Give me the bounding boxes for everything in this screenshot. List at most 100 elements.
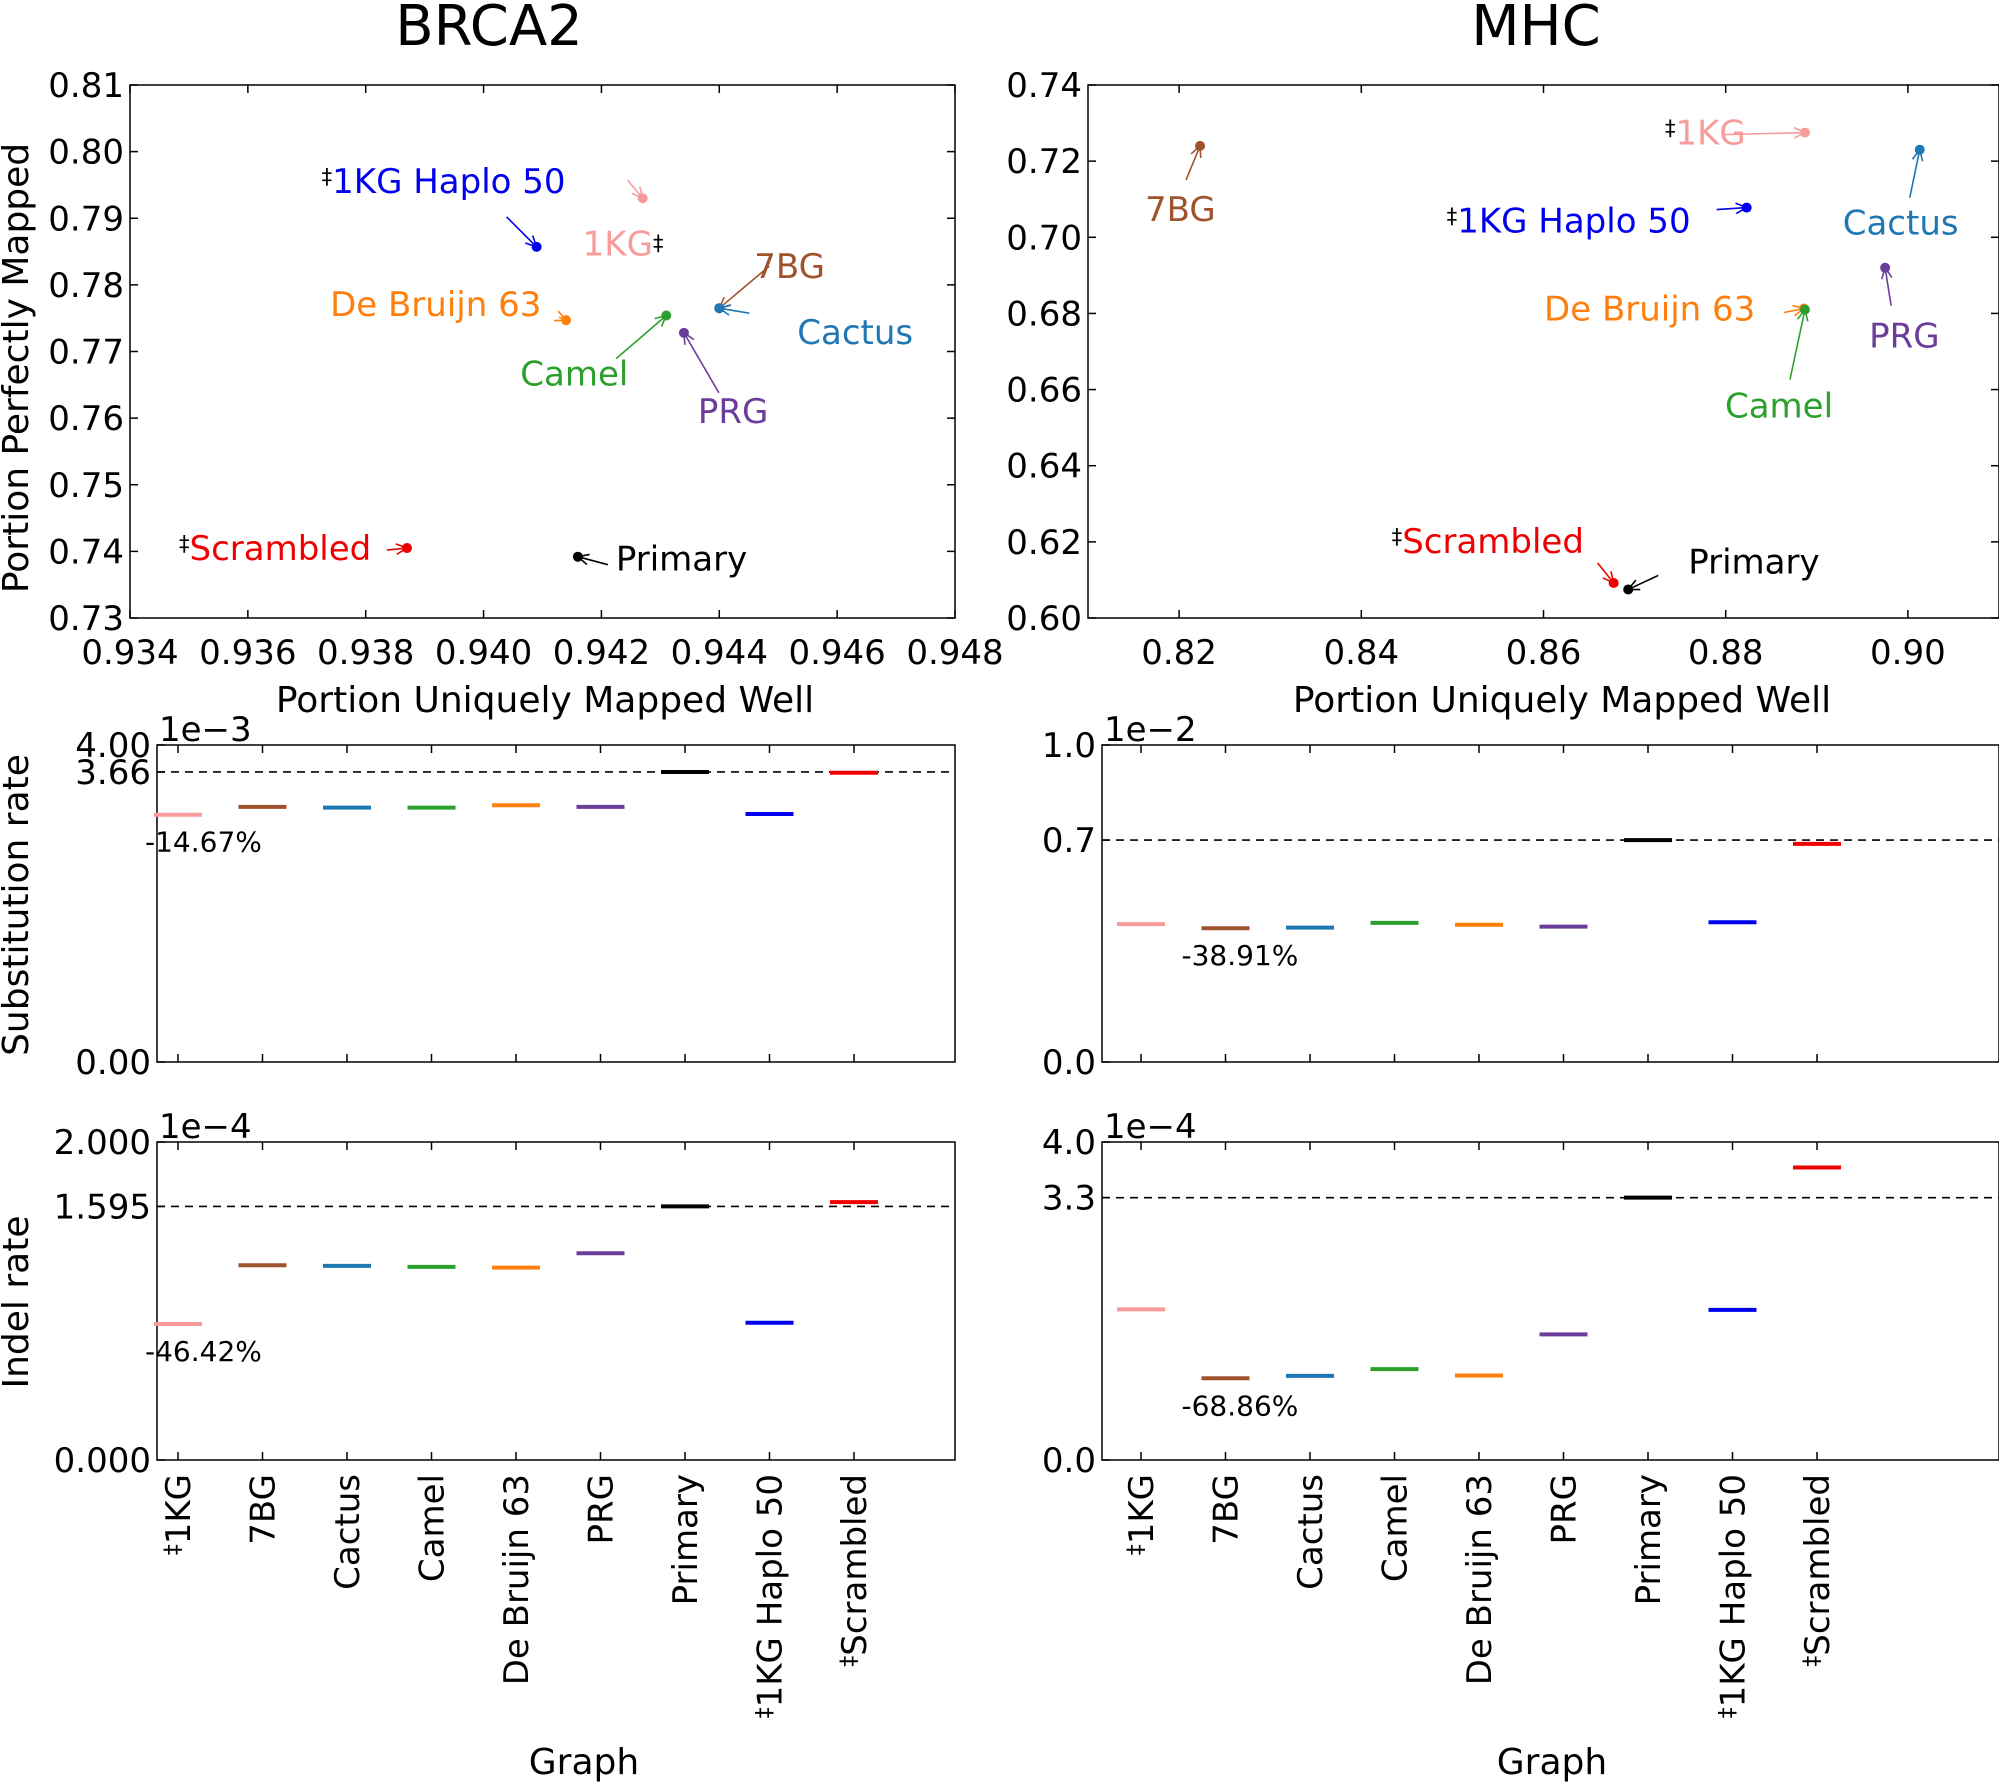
bar-category-label: ‡1KG <box>159 1474 199 1555</box>
bar-category-label: 7BG <box>244 1474 284 1545</box>
brca2-scatter-point-label: ‡Scrambled <box>179 529 371 569</box>
brca2-indel-annotation: -46.42% <box>145 1335 262 1368</box>
brca2-sub-ytick-label: 4.00 <box>75 726 151 766</box>
brca2-scatter-xtick-label: 0.936 <box>199 633 296 673</box>
brca2-scatter-arrow-head <box>683 331 695 345</box>
brca2-scatter-point-label: Primary <box>616 540 747 580</box>
brca2-scatter-ytick-label: 0.81 <box>48 66 124 106</box>
brca2-scatter-arrow-head <box>554 310 568 322</box>
bar-category-label: Primary <box>1629 1474 1669 1605</box>
bar-category-label: PRG <box>1545 1474 1585 1544</box>
brca2-scatter-arrow-head <box>525 235 538 249</box>
mhc-scatter-ytick-label: 0.66 <box>1006 371 1082 411</box>
mhc-scatter-arrow <box>1789 309 1806 380</box>
mhc-scatter-arrow <box>1908 149 1921 198</box>
mhc-scatter-arrow-head <box>1796 307 1809 322</box>
mhc-scatter-arrow <box>1716 206 1747 211</box>
mhc-scatter-arrow-head <box>1602 571 1615 585</box>
mhc-indel-ytick-label: 0.0 <box>1042 1441 1096 1481</box>
mhc-scatter-point-label: ‡1KG <box>1665 114 1746 154</box>
brca2-sub-frame <box>156 744 956 1063</box>
brca2-sub-ref-label: 3.66 <box>75 753 151 793</box>
brca2-scatter-point-label: PRG <box>698 392 768 432</box>
brca2-scatter-arrow <box>683 332 720 394</box>
mhc-scatter-arrow <box>1884 267 1892 306</box>
brca2-sub-ylabel: Substitution rate <box>0 754 37 1056</box>
brca2-indel-ref-label: 1.595 <box>54 1187 151 1227</box>
mhc-sub-ytick-label: 0.0 <box>1042 1043 1096 1083</box>
brca2-scatter-xtick-label: 0.942 <box>553 633 650 673</box>
brca2-scatter-ytick-label: 0.73 <box>48 599 124 639</box>
mhc-scatter-xtick-label: 0.82 <box>1141 633 1217 673</box>
brca2-scatter-xtick-label: 0.944 <box>671 633 768 673</box>
bar-category-label: Primary <box>666 1474 706 1605</box>
brca2-scatter-arrow <box>506 216 538 248</box>
brca2-indel-ylabel: Indel rate <box>0 1215 37 1388</box>
mhc-scatter-arrow <box>1185 145 1201 181</box>
brca2-scatter-xtick-label: 0.938 <box>317 633 414 673</box>
mhc-indel-ref-label: 3.3 <box>1042 1179 1096 1219</box>
mhc-scatter-ytick-label: 0.68 <box>1006 294 1082 334</box>
bar-category-label: Camel <box>1376 1474 1416 1582</box>
brca2-sub-ytick-label: 0.00 <box>75 1043 151 1083</box>
brca2-scatter-arrow-head <box>654 314 668 327</box>
brca2-scatter-arrow <box>615 314 667 360</box>
bar-category-label: Cactus <box>328 1474 368 1590</box>
bar-category-label: ‡1KG <box>1122 1474 1162 1555</box>
mhc-scatter-point-label: Cactus <box>1843 204 1959 244</box>
brca2-scatter-ytick-label: 0.78 <box>48 266 124 306</box>
bar-category-label: ‡Scrambled <box>1798 1474 1838 1667</box>
brca2-indel-ytick-label: 2.000 <box>54 1123 151 1163</box>
mhc-scatter-arrow-head <box>1735 202 1749 215</box>
brca2-scatter-arrow-head <box>717 304 732 316</box>
brca2-scatter-point-label: 1KG‡ <box>583 224 664 264</box>
mhc-indel-annotation: -68.86% <box>1182 1389 1299 1422</box>
bar-category-label: PRG <box>582 1474 622 1544</box>
brca2-scatter-point-label: 7BG <box>754 247 825 287</box>
brca2-scatter-ytick-label: 0.76 <box>48 399 124 439</box>
mhc-scatter-point-label: De Bruijn 63 <box>1544 289 1755 329</box>
mhc-sub-ytick-label: 1.0 <box>1042 726 1096 766</box>
bar-category-label: ‡1KG Haplo 50 <box>1714 1474 1754 1718</box>
brca2-scatter-xlabel: Portion Uniquely Mapped Well <box>276 680 814 721</box>
mhc-scatter-point-label: Primary <box>1688 542 1819 582</box>
brca2-scatter-arrow <box>627 179 644 199</box>
mhc-scatter-xtick-label: 0.86 <box>1506 633 1582 673</box>
mhc-scatter-xtick-label: 0.84 <box>1323 633 1399 673</box>
mhc-scatter-arrow <box>1627 574 1659 591</box>
plots-layer: 0.934 0.936 0.938 0.940 0.942 0.944 0.946 0.948… <box>48 66 1999 1718</box>
mhc-scatter-arrow-head <box>1911 147 1924 162</box>
bar-category-label: De Bruijn 63 <box>1460 1474 1500 1685</box>
brca2-scatter-ytick-label: 0.80 <box>48 133 124 173</box>
mhc-scatter-ytick-label: 0.72 <box>1006 142 1082 182</box>
brca2-scatter-arrow-head <box>395 543 409 555</box>
brca2-scatter-xtick-label: 0.934 <box>81 633 178 673</box>
brca2-scatter-point-label: De Bruijn 63 <box>330 285 541 325</box>
mhc-sub-annotation: -38.91% <box>1182 939 1299 972</box>
brca2-scatter-arrow <box>577 555 609 566</box>
brca2-scatter-arrow-head <box>631 186 644 200</box>
mhc-scatter-ytick-label: 0.62 <box>1006 523 1082 563</box>
brca2-scatter-arrow <box>718 265 770 309</box>
bar-category-label: ‡1KG Haplo 50 <box>751 1474 791 1718</box>
mhc-scatter-xtick-label: 0.88 <box>1688 633 1764 673</box>
brca2-scatter-xtick-label: 0.948 <box>906 633 1003 673</box>
mhc-scatter-arrow <box>1597 562 1615 584</box>
mhc-scatter-arrow-head <box>1793 126 1807 139</box>
bar-category-label: Cactus <box>1291 1474 1331 1590</box>
brca2-scatter-xtick-label: 0.940 <box>435 633 532 673</box>
bar-category-label: De Bruijn 63 <box>497 1474 537 1685</box>
mhc-scatter-arrow-head <box>1190 144 1202 158</box>
mhc-indel-exponent: 1e−4 <box>1104 1107 1197 1147</box>
brca2-scatter-xtick-label: 0.946 <box>788 633 885 673</box>
mhc-scatter-ytick-label: 0.70 <box>1006 218 1082 258</box>
mhc-scatter-point-label: Camel <box>1725 387 1833 427</box>
brca2-scatter-ylabel: Portion Perfectly Mapped <box>0 143 37 593</box>
bar-category-label: ‡Scrambled <box>835 1474 875 1667</box>
mhc-sub-exponent: 1e−2 <box>1104 710 1197 750</box>
mhc-scatter-point-label: PRG <box>1869 317 1939 357</box>
mhc-scatter-xlabel: Portion Uniquely Mapped Well <box>1293 680 1831 721</box>
brca2-scatter-ytick-label: 0.77 <box>48 333 124 373</box>
brca2-scatter-point-label: ‡1KG Haplo 50 <box>322 162 566 202</box>
